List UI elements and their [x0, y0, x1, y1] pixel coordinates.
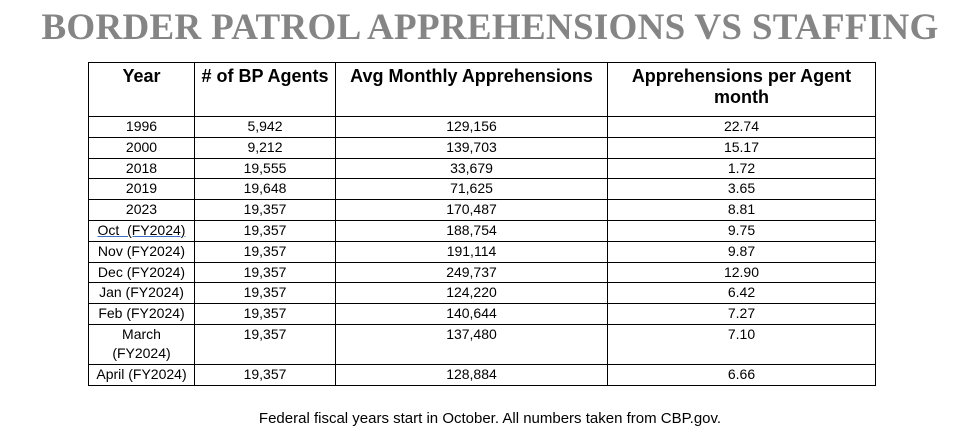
cell-year: Jan (FY2024)	[88, 282, 195, 305]
cell-agents: 19,357	[194, 261, 336, 284]
cell-monthly: 124,220	[335, 282, 608, 305]
cell-rate: 1.72	[607, 157, 876, 180]
cell-year-text: Oct (FY2024)	[97, 221, 186, 238]
cell-monthly: 33,679	[335, 157, 608, 180]
cell-year: Feb (FY2024)	[88, 303, 195, 325]
cell-monthly: 139,703	[335, 136, 608, 159]
cell-monthly: 128,884	[335, 363, 608, 386]
cell-year: 2018	[88, 157, 195, 180]
cell-rate: 6.42	[607, 282, 876, 305]
header-year: Year	[88, 62, 195, 117]
cell-rate: 8.81	[607, 199, 876, 221]
cell-agents: 19,357	[194, 323, 336, 365]
apprehensions-table: Year # of BP Agents Avg Monthly Apprehen…	[88, 62, 876, 386]
cell-agents: 5,942	[194, 116, 336, 138]
cell-monthly: 71,625	[335, 178, 608, 201]
table-header-row: Year # of BP Agents Avg Monthly Apprehen…	[88, 62, 876, 117]
cell-year: 2019	[88, 178, 195, 201]
table-row: 2000 9,212 139,703 15.17	[88, 136, 876, 159]
cell-agents: 19,357	[194, 282, 336, 305]
table-row: Jan (FY2024) 19,357 124,220 6.42	[88, 282, 876, 305]
cell-monthly: 249,737	[335, 261, 608, 284]
cell-agents: 19,357	[194, 199, 336, 221]
cell-rate: 9.75	[607, 219, 876, 242]
table-row: 2018 19,555 33,679 1.72	[88, 157, 876, 180]
cell-year: Oct (FY2024)	[88, 219, 195, 242]
cell-rate: 15.17	[607, 136, 876, 159]
cell-year: March (FY2024)	[88, 323, 195, 365]
header-apprehensions-per-agent: Apprehensions per Agent month	[607, 62, 876, 117]
cell-rate: 7.10	[607, 323, 876, 365]
table-row: 1996 5,942 129,156 22.74	[88, 116, 876, 138]
cell-agents: 9,212	[194, 136, 336, 159]
header-agents: # of BP Agents	[194, 62, 336, 117]
cell-rate: 9.87	[607, 240, 876, 263]
cell-rate: 3.65	[607, 178, 876, 201]
cell-year: April (FY2024)	[88, 363, 195, 386]
cell-monthly: 137,480	[335, 323, 608, 365]
table-row: Feb (FY2024) 19,357 140,644 7.27	[88, 303, 876, 325]
cell-rate: 12.90	[607, 261, 876, 284]
cell-year: 1996	[88, 116, 195, 138]
cell-year: Nov (FY2024)	[88, 240, 195, 263]
table-row: Dec (FY2024) 19,357 249,737 12.90	[88, 261, 876, 284]
cell-rate: 22.74	[607, 116, 876, 138]
cell-monthly: 170,487	[335, 199, 608, 221]
cell-monthly: 140,644	[335, 303, 608, 325]
table-row: April (FY2024) 19,357 128,884 6.66	[88, 363, 876, 386]
table-row: Nov (FY2024) 19,357 191,114 9.87	[88, 240, 876, 263]
table-row: 2023 19,357 170,487 8.81	[88, 199, 876, 221]
cell-monthly: 129,156	[335, 116, 608, 138]
cell-year: Dec (FY2024)	[88, 261, 195, 284]
cell-year: 2023	[88, 199, 195, 221]
cell-monthly: 188,754	[335, 219, 608, 242]
table-row: Oct (FY2024) 19,357 188,754 9.75	[88, 219, 876, 242]
cell-agents: 19,357	[194, 219, 336, 242]
footnote: Federal fiscal years start in October. A…	[258, 410, 722, 427]
cell-agents: 19,357	[194, 303, 336, 325]
cell-agents: 19,555	[194, 157, 336, 180]
header-monthly-apprehensions: Avg Monthly Apprehensions	[335, 62, 608, 117]
cell-agents: 19,357	[194, 240, 336, 263]
cell-rate: 7.27	[607, 303, 876, 325]
cell-agents: 19,357	[194, 363, 336, 386]
cell-rate: 6.66	[607, 363, 876, 386]
table-row: 2019 19,648 71,625 3.65	[88, 178, 876, 201]
table-row: March (FY2024) 19,357 137,480 7.10	[88, 323, 876, 365]
cell-year: 2000	[88, 136, 195, 159]
page-title: BORDER PATROL APPREHENSIONS VS STAFFING	[41, 7, 939, 48]
cell-agents: 19,648	[194, 178, 336, 201]
cell-monthly: 191,114	[335, 240, 608, 263]
